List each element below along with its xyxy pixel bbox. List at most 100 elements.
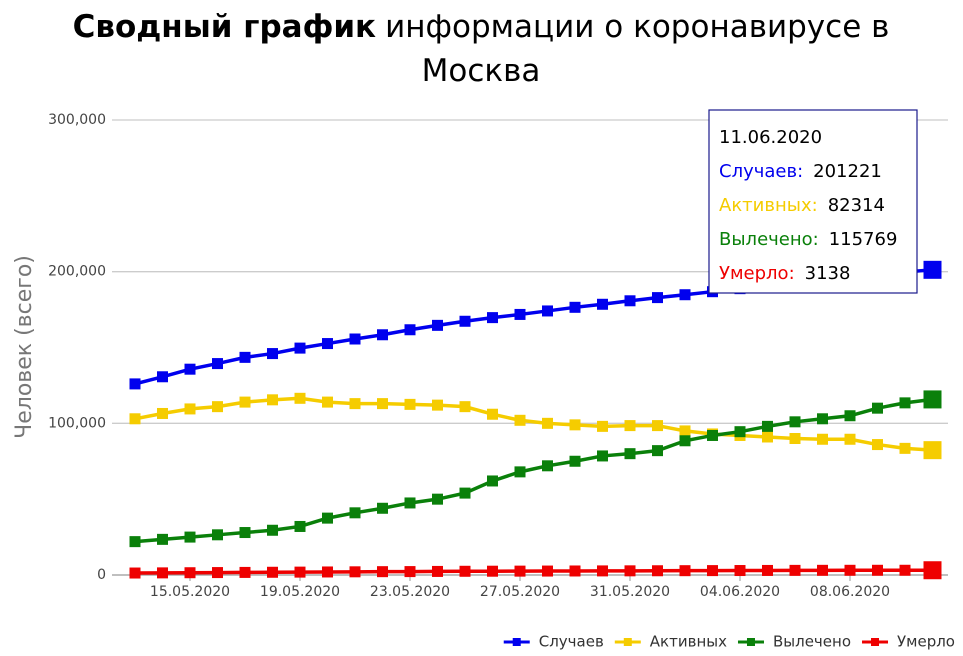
x-tick-label: 31.05.2020 (590, 584, 670, 600)
tooltip-label: Умерло: (719, 263, 795, 284)
y-axis-label: Человек (всего) (12, 255, 37, 439)
data-point (157, 371, 168, 383)
data-point (432, 565, 443, 577)
data-point (872, 439, 883, 451)
data-point (652, 292, 663, 304)
data-point (487, 475, 498, 487)
data-point (624, 448, 636, 460)
data-point (514, 466, 526, 478)
x-tick-label: 15.05.2020 (150, 584, 230, 600)
data-point (129, 413, 141, 425)
data-point (679, 425, 691, 437)
y-tick-label: 200,000 (48, 264, 106, 280)
data-point (542, 565, 553, 577)
data-point (762, 420, 773, 432)
y-tick-label: 0 (97, 567, 106, 583)
data-point (679, 289, 691, 301)
data-point (569, 301, 581, 313)
data-point (899, 397, 911, 409)
data-point (597, 565, 608, 577)
data-point (542, 305, 553, 317)
data-point (734, 565, 746, 577)
x-tick-label: 23.05.2020 (370, 584, 450, 600)
data-point (322, 396, 333, 408)
data-point (212, 529, 223, 541)
legend-label: Умерло (897, 633, 955, 651)
data-point (899, 442, 911, 454)
data-point (597, 420, 608, 432)
data-point (707, 565, 718, 577)
data-point (707, 429, 718, 441)
data-point (267, 524, 278, 536)
data-point (459, 401, 471, 413)
data-point (569, 565, 581, 577)
data-point (294, 566, 306, 578)
data-point (569, 455, 581, 467)
data-point (157, 567, 168, 579)
data-point (899, 564, 911, 576)
data-point (294, 520, 306, 532)
data-point (322, 338, 333, 350)
data-point (239, 396, 251, 408)
data-point (239, 351, 251, 363)
data-point (184, 403, 196, 415)
data-point (184, 567, 196, 579)
data-point (597, 450, 608, 462)
tooltip-label: Активных: (719, 195, 818, 216)
data-point (923, 390, 942, 409)
tooltip-row: Умерло: 3138 (719, 263, 850, 284)
data-point (157, 533, 168, 545)
data-point (349, 333, 361, 345)
data-point (184, 531, 196, 543)
y-tick-label: 300,000 (48, 112, 106, 128)
title-rest: Москва (422, 53, 541, 89)
data-point (377, 398, 388, 410)
data-point (377, 329, 388, 341)
data-point (322, 512, 333, 524)
data-point (844, 433, 856, 445)
data-point (844, 410, 856, 422)
data-point (652, 565, 663, 577)
chart-title: Сводный график информации о коронавирусе … (73, 9, 890, 89)
data-point (404, 398, 416, 410)
data-point (817, 564, 828, 576)
data-point (459, 315, 471, 327)
x-tick-label: 27.05.2020 (480, 584, 560, 600)
data-point (239, 566, 251, 578)
tooltip-value: 82314 (828, 195, 885, 216)
data-point (923, 441, 942, 460)
legend-label: Активных (650, 633, 727, 651)
data-point (432, 319, 443, 331)
x-tick-label: 08.06.2020 (810, 584, 890, 600)
tooltip-title: 11.06.2020 (719, 127, 822, 148)
tooltip-row: Случаев: 201221 (719, 161, 882, 182)
data-point (542, 417, 553, 429)
tooltip-value: 201221 (813, 161, 882, 182)
data-point (652, 420, 663, 432)
tooltip-value: 115769 (829, 229, 898, 250)
legend-marker (746, 638, 755, 646)
data-point (679, 435, 691, 447)
data-point (872, 402, 883, 414)
data-point (762, 564, 773, 576)
data-point (872, 564, 883, 576)
series-line (134, 568, 933, 575)
data-point (294, 342, 306, 354)
data-point (432, 493, 443, 505)
tooltip-row: Вылечено: 115769 (719, 229, 897, 250)
data-point (624, 295, 636, 307)
tooltip-label: Вылечено: (719, 229, 819, 250)
data-point (377, 502, 388, 514)
data-point (789, 433, 801, 444)
data-point (349, 507, 361, 519)
data-point (212, 358, 223, 370)
data-point (459, 487, 471, 499)
data-point (844, 564, 856, 576)
data-point (923, 260, 942, 279)
data-point (404, 324, 416, 336)
data-point (514, 565, 526, 577)
data-point (817, 433, 828, 445)
data-point (129, 567, 141, 579)
tooltip: 11.06.2020 Случаев: 201221 Активных: 82314 Вы… (708, 109, 918, 294)
